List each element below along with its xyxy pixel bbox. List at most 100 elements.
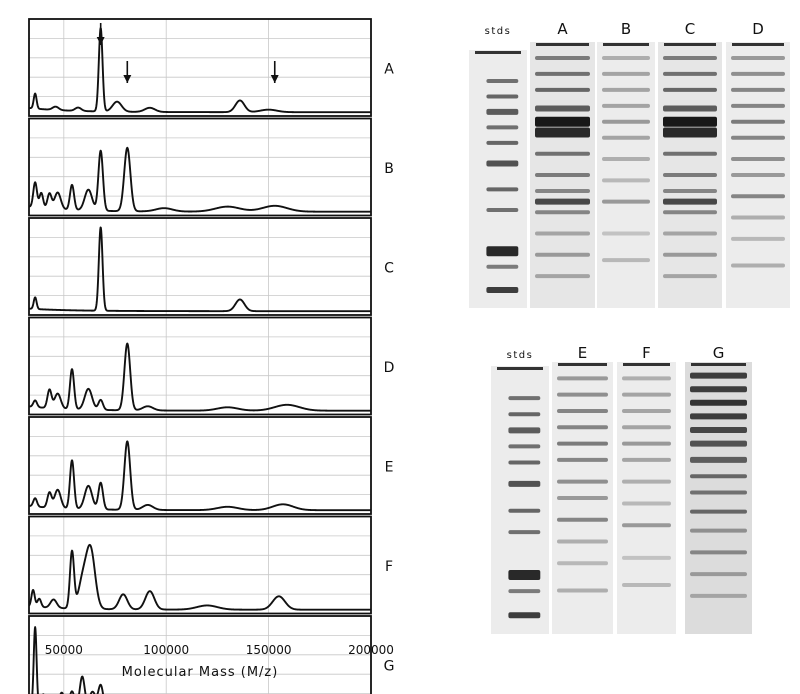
gel-band: [663, 231, 717, 236]
gel-lane-label: D: [752, 20, 764, 38]
gel-band: [535, 210, 590, 215]
gel-band: [557, 376, 608, 381]
panel-frame: [28, 615, 372, 694]
gel-band: [663, 173, 717, 177]
gel-band: [663, 252, 717, 257]
panel-label-b: B: [384, 161, 394, 177]
gel-band: [557, 479, 608, 484]
gel-lane-background: [491, 366, 549, 634]
gel-band: [602, 199, 650, 204]
gel-band: [535, 173, 590, 177]
gel-band: [486, 160, 519, 167]
gel-band: [557, 561, 608, 566]
gel-band: [535, 231, 590, 236]
gel-band: [690, 490, 747, 495]
gel-band: [622, 376, 671, 381]
x-tick-label: 50000: [45, 643, 83, 657]
gel-well: [691, 363, 746, 366]
gel-lane-background: [685, 362, 752, 634]
gel-band: [622, 479, 671, 484]
gel-band: [557, 496, 608, 500]
panel-label-g: G: [384, 659, 395, 675]
gel-band: [557, 517, 608, 522]
gel-band: [602, 103, 650, 108]
gel-band: [663, 188, 717, 193]
gel-2: stds E F G: [491, 344, 752, 634]
gel-well: [536, 43, 589, 46]
panel-frame: [28, 117, 372, 217]
gel-band: [557, 457, 608, 462]
panel-label-e: E: [385, 460, 394, 476]
gel-band: [486, 140, 519, 145]
gel-lane-background: [617, 362, 676, 634]
gel-lane-background: [469, 50, 527, 308]
x-tick-label: 100000: [143, 643, 189, 657]
panel-label-a: A: [384, 62, 394, 78]
spectrum-panel-a: A: [28, 18, 394, 117]
gel-band: [535, 105, 590, 112]
gel-band: [557, 425, 608, 430]
gel-lane-stds: stds: [491, 350, 549, 634]
spectrum-trace-b: [28, 146, 372, 213]
gel-band: [690, 528, 747, 533]
panel-frame: [28, 18, 372, 117]
gel-band: [731, 236, 785, 241]
gel-band: [508, 460, 541, 465]
gel-band: [622, 392, 671, 397]
gel-band: [663, 210, 717, 215]
gel-band: [663, 105, 717, 112]
gel-band: [486, 108, 519, 115]
spectrum-panel-c: C: [28, 217, 394, 316]
gel-band: [622, 408, 671, 413]
gel-band: [508, 444, 541, 449]
gel-band: [508, 396, 541, 401]
gel-well: [732, 43, 784, 46]
x-axis-label: Molecular Mass (M/z): [122, 665, 279, 680]
gel-well: [664, 43, 716, 46]
spectrum-trace-g: [31, 626, 105, 694]
gel-band: [663, 127, 717, 138]
gel-band: [731, 135, 785, 140]
spectrum-trace-a: [28, 27, 372, 114]
gel-band: [690, 413, 747, 420]
gel-band: [690, 593, 747, 598]
panel-label-d: D: [384, 360, 395, 376]
gel-band: [486, 246, 519, 257]
spectrum-panel-b: B: [28, 117, 394, 217]
gel-band: [602, 135, 650, 140]
gel-band: [663, 151, 717, 156]
gel-band: [535, 127, 590, 138]
spectrum-trace-d: [28, 342, 372, 412]
gel-lane-e: E: [552, 344, 613, 634]
gel-band: [486, 94, 519, 99]
gel-band: [602, 55, 650, 60]
gel-band: [731, 157, 785, 162]
gel-band: [486, 286, 519, 293]
gel-band: [731, 87, 785, 92]
gel-lane-stds: stds: [469, 26, 527, 308]
gel-band: [602, 71, 650, 76]
gel-band: [663, 71, 717, 76]
panel-frame: [28, 515, 372, 615]
gel-band: [486, 264, 519, 269]
gel-band: [731, 215, 785, 220]
gel-band: [557, 588, 608, 593]
gel-band: [535, 55, 590, 60]
gel-band: [508, 508, 541, 513]
gel-band: [663, 55, 717, 60]
gel-band: [602, 231, 650, 236]
spectrum-trace-c: [28, 226, 372, 313]
gel-band: [557, 408, 608, 413]
x-tick-label: 200000: [348, 643, 394, 657]
gel-lane-background: [597, 42, 655, 308]
gel-lane-b: B: [597, 20, 655, 308]
gel-well: [623, 363, 670, 366]
gel-lane-label: F: [642, 344, 651, 362]
gel-band: [622, 457, 671, 462]
gel-band: [622, 425, 671, 430]
gel-lane-label: B: [621, 20, 631, 38]
gel-band: [690, 372, 747, 379]
gel-band: [535, 274, 590, 279]
panel-frame: [28, 316, 372, 416]
